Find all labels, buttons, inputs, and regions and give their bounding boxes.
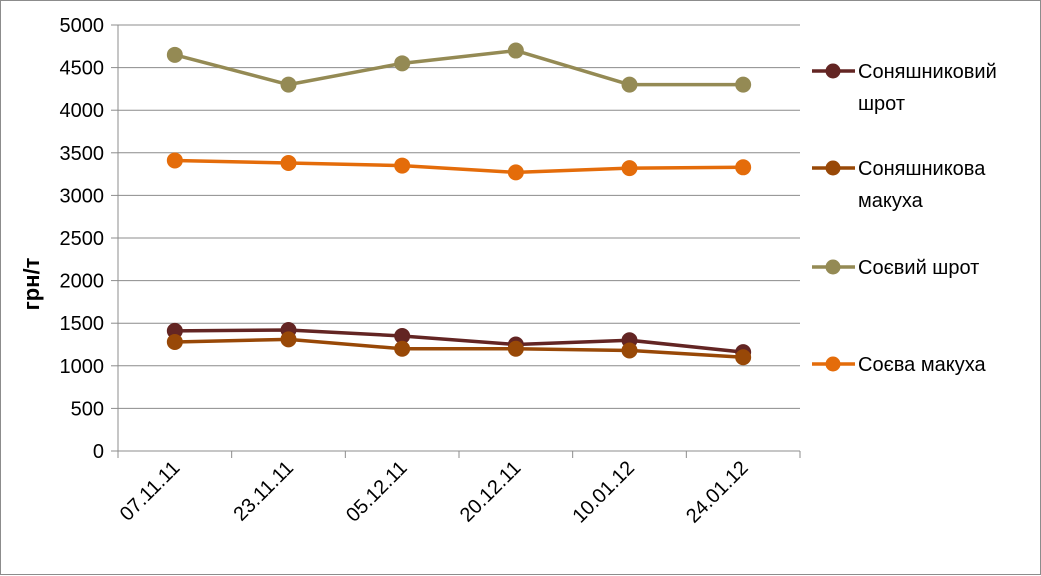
- data-point: [280, 155, 297, 172]
- y-tick-label: 0: [93, 441, 104, 463]
- data-point: [621, 342, 638, 359]
- data-point: [394, 340, 411, 357]
- legend-marker: [825, 259, 841, 275]
- data-point: [280, 76, 297, 93]
- legend-label: Соняшникова: [858, 158, 986, 180]
- series-2: [166, 331, 752, 366]
- legend-entry-1: Соняшниковий шрот: [812, 61, 997, 115]
- legend-label: Соняшниковий: [858, 61, 997, 83]
- y-tick-label: 3000: [60, 185, 105, 207]
- series-lines: [166, 42, 752, 366]
- y-tick-label: 4000: [60, 100, 105, 122]
- legend-label: шрот: [858, 93, 905, 115]
- legend-marker: [825, 356, 841, 372]
- data-point: [394, 55, 411, 72]
- x-tick-label: 07.11.11: [116, 457, 185, 526]
- series-4: [166, 152, 752, 181]
- series-line: [174, 158, 744, 175]
- y-tick-label: 1000: [60, 356, 105, 378]
- x-tick-label: 05.12.11: [342, 457, 412, 527]
- gridlines: [118, 24, 800, 409]
- legend-label: Соєвий шрот: [858, 257, 979, 279]
- data-point: [166, 152, 183, 169]
- y-tick-label: 5000: [60, 15, 105, 37]
- data-point: [166, 333, 183, 350]
- legend-marker: [825, 160, 841, 176]
- data-point: [621, 160, 638, 177]
- y-tick-label: 500: [71, 398, 104, 420]
- x-axis-ticks: 07.11.11 23.11.11 05.12.11 20.12.11 10.01.12…: [116, 457, 753, 528]
- data-point: [166, 46, 183, 63]
- data-point: [735, 349, 752, 366]
- data-point: [394, 157, 411, 174]
- y-axis-ticks: 0 500 1000 1500 2000 2500 3000 3500 4000 4500 5000: [60, 15, 105, 463]
- legend: Соняшниковий шрот Соняшникова макуха Соєвий …: [812, 61, 997, 376]
- series-line: [174, 337, 744, 360]
- x-tick-label: 23.11.11: [230, 457, 299, 526]
- series-3: [166, 42, 752, 93]
- y-tick-label: 2500: [60, 228, 105, 250]
- y-tick-label: 4500: [60, 58, 105, 80]
- legend-marker: [825, 63, 841, 79]
- y-tick-label: 3500: [60, 143, 105, 165]
- y-tick-label: 1500: [60, 313, 105, 335]
- data-point: [280, 331, 297, 348]
- data-point: [507, 42, 524, 59]
- x-tick-label: 20.12.11: [456, 457, 526, 527]
- legend-entry-3: Соєвий шрот: [812, 257, 979, 279]
- data-point: [621, 76, 638, 93]
- data-point: [735, 76, 752, 93]
- series-line: [174, 328, 744, 354]
- legend-entry-2: Соняшникова макуха: [812, 158, 986, 212]
- series-line: [174, 48, 744, 87]
- legend-entry-4: Соєва макуха: [812, 354, 986, 376]
- data-point: [507, 340, 524, 357]
- data-point: [735, 159, 752, 176]
- legend-label: макуха: [858, 190, 924, 212]
- axes: [111, 24, 801, 458]
- legend-label: Соєва макуха: [858, 354, 986, 376]
- x-tick-label: 24.01.12: [682, 457, 753, 528]
- data-point: [507, 164, 524, 181]
- y-axis-label: грн/т: [19, 257, 44, 310]
- x-tick-label: 10.01.12: [568, 457, 639, 528]
- y-tick-label: 2000: [60, 271, 105, 293]
